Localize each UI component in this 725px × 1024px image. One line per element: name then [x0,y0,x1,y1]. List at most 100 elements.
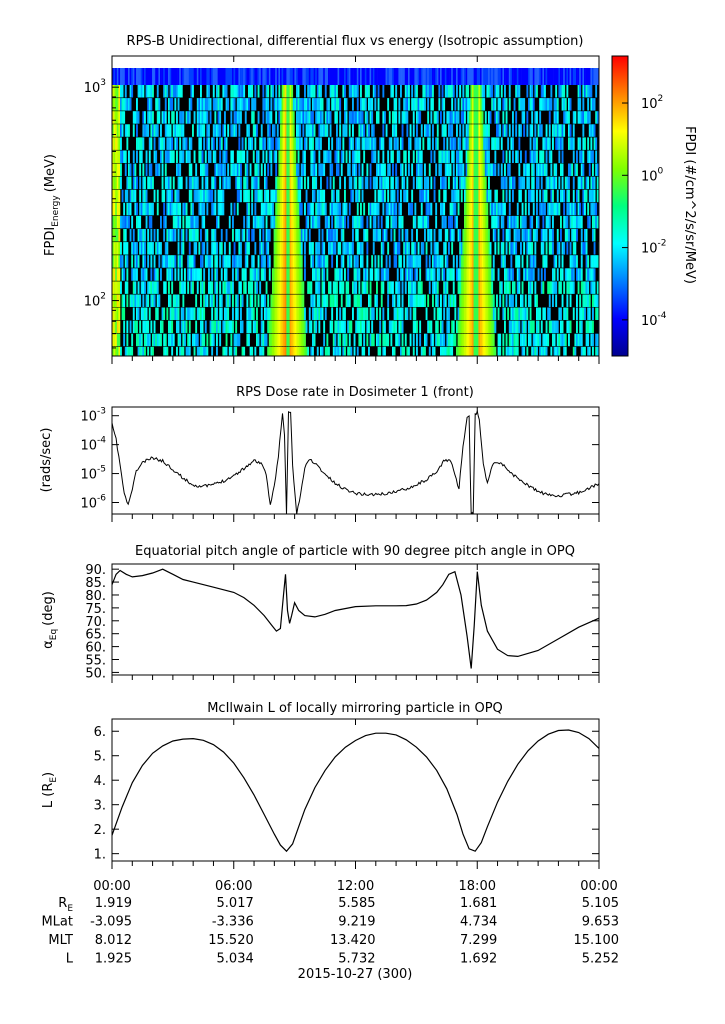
spectrogram-cell [203,137,206,150]
spectrogram-cell [488,124,490,137]
spectrogram-cell [369,268,372,281]
spectrogram-cell [459,255,462,268]
spectrogram-cell [280,163,282,176]
spectrogram-cell [296,255,298,268]
spectrogram-cell [465,346,468,356]
spectrogram-cell [441,346,444,356]
spectrogram-cell [593,242,596,255]
spectrogram-cell [408,163,410,176]
spectrogram-cell [518,229,521,242]
spectrogram-cell [379,360,381,372]
spectrogram-cell [420,202,423,216]
spectrogram-cell [492,215,495,229]
spectrogram-cell [456,163,458,176]
spectrogram-cell [150,137,153,150]
date-label: 2015-10-27 (300) [298,967,413,982]
spectrogram-cell [299,189,302,203]
spectrogram-cell [427,176,430,190]
spectrogram-cell [246,320,249,334]
spectrogram-cell [502,242,505,255]
spectrogram-cell [432,137,434,150]
spectrogram-cell [220,242,223,255]
spectrogram-cell [382,307,385,320]
spectrogram-cell [156,307,159,320]
spectrogram-cell [177,242,180,255]
spectrogram-cell [432,268,434,281]
spectrogram-cell [568,268,570,281]
spectrogram-cell [318,150,321,163]
spectrogram-cell [220,307,223,320]
spectrogram-cell [376,307,378,320]
spectrogram-cell [545,333,548,347]
spectrogram-cell [142,111,145,124]
spectrogram-cell [476,150,479,163]
spectrogram-cell [409,255,412,268]
spectrogram-cell [400,137,402,150]
spectrogram-cell [528,202,530,216]
spectrogram-cell [246,360,248,372]
spectrogram-cell [322,360,324,372]
panel3-ytick-label-6: 80. [85,589,106,604]
spectrogram-cell [564,268,567,281]
spectrogram-cell [292,202,295,216]
spectrogram-cell [563,215,566,229]
spectrogram-cell [419,320,422,334]
spectrogram-cell [507,281,510,294]
spectrogram-cell [476,98,479,111]
ephemeris-value: 1.681 [460,896,497,911]
spectrogram-cell [267,98,270,111]
spectrogram-cell [224,111,226,124]
spectrogram-cell [440,150,442,163]
spectrogram-cell [192,124,194,137]
spectrogram-cell [115,98,118,111]
spectrogram-cell [174,68,177,85]
spectrogram-cell [155,333,158,347]
spectrogram-cell [283,268,286,281]
spectrogram-cell [531,98,534,111]
spectrogram-cell [212,333,215,347]
spectrogram-cell [235,294,238,307]
spectrogram-cell [435,294,438,307]
spectrogram-cell [166,268,169,281]
spectrogram-cell [180,281,183,294]
spectrogram-cell [459,281,462,294]
spectrogram-cell [198,307,201,320]
spectrogram-cell [246,229,249,242]
spectrogram-cell [150,294,153,307]
spectrogram-cell [414,294,417,307]
spectrogram-cell [486,202,489,216]
spectrogram-cell [321,98,324,111]
spectrogram-cell [414,137,417,150]
spectrogram-cell [476,242,479,255]
spectrogram-cell [558,360,560,372]
spectrogram-cell [156,281,159,294]
spectrogram-cell [193,68,196,85]
spectrogram-cell [121,111,124,124]
spectrogram-cell [331,68,334,85]
spectrogram-cell [116,150,119,163]
spectrogram-cell [592,346,594,356]
panel3-ytick-label-4: 70. [85,615,106,630]
spectrogram-cell [156,294,159,307]
spectrogram-cell [334,346,337,356]
spectrogram-cell [131,85,134,98]
spectrogram-cell [115,137,118,150]
spectrogram-cell [366,163,369,176]
spectrogram-cell [499,98,502,111]
spectrogram-cell [545,320,548,334]
spectrogram-cell [310,215,313,229]
spectrogram-cell [393,68,396,85]
spectrogram-cell [324,307,327,320]
spectrogram-cell [216,215,218,229]
spectrogram-cell [246,333,249,347]
spectrogram-cell [260,307,263,320]
spectrogram-cell [342,281,345,294]
spectrogram-cell [352,137,354,150]
spectrogram-cell [486,163,489,176]
spectrogram-cell [475,215,478,229]
spectrogram-cell [481,255,484,268]
spectrogram-cell [284,111,287,124]
spectrogram-cell [398,111,401,124]
spectrogram-cell [126,215,129,229]
spectrogram-cell [537,163,540,176]
